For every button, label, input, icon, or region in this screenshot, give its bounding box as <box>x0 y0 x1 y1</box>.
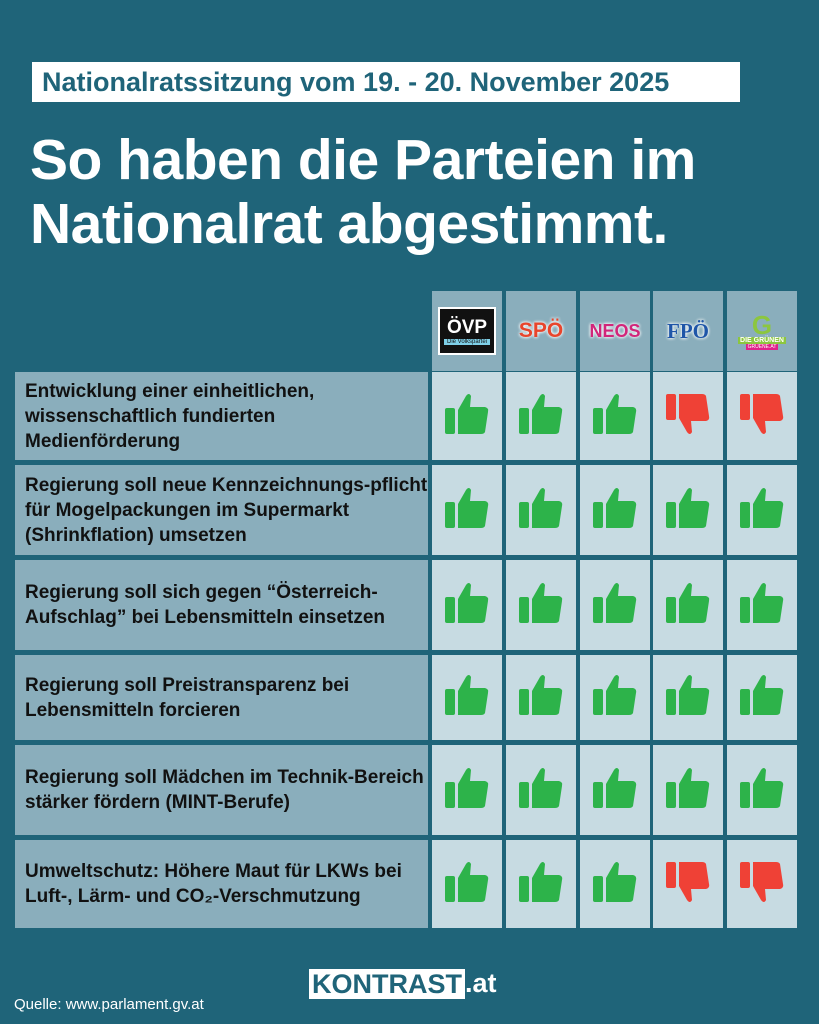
thumbs-up-icon <box>518 486 564 535</box>
page-title: So haben die Parteien im Nationalrat abg… <box>30 128 696 256</box>
vote-cell-neos <box>580 560 650 650</box>
party-logo-spoe: SPÖ <box>506 291 576 371</box>
vote-cell-fpoe <box>653 560 723 650</box>
thumbs-up-icon <box>665 766 711 815</box>
party-logo-fpoe: FPÖ <box>653 291 723 371</box>
vote-cell-neos <box>580 372 650 460</box>
party-logo-neos: NEOS <box>580 291 650 371</box>
motion-label: Regierung soll Mädchen im Technik-Bereic… <box>15 745 428 835</box>
vote-cell-oevp <box>432 465 502 555</box>
vote-cell-neos <box>580 840 650 928</box>
thumbs-up-icon <box>592 860 638 909</box>
thumbs-up-icon <box>518 581 564 630</box>
thumbs-up-icon <box>665 673 711 722</box>
thumbs-up-icon <box>739 486 785 535</box>
vote-cell-neos <box>580 655 650 740</box>
thumbs-up-icon <box>444 486 490 535</box>
vote-cell-oevp <box>432 560 502 650</box>
vote-cell-oevp <box>432 372 502 460</box>
thumbs-up-icon <box>592 392 638 441</box>
thumbs-up-icon <box>444 392 490 441</box>
vote-cell-spoe <box>506 655 576 740</box>
kontrast-logo: KONTRAST .at <box>309 968 497 999</box>
vote-row: Regierung soll Preistransparenz bei Lebe… <box>15 655 797 740</box>
vote-cell-spoe <box>506 745 576 835</box>
motion-label: Regierung soll Preistransparenz bei Lebe… <box>15 655 428 740</box>
thumbs-up-icon <box>739 673 785 722</box>
vote-cell-spoe <box>506 465 576 555</box>
vote-cell-gruene <box>727 655 797 740</box>
vote-row: Regierung soll neue Kennzeichnungs-pflic… <box>15 465 797 555</box>
motion-label: Umweltschutz: Höhere Maut für LKWs bei L… <box>15 840 428 928</box>
thumbs-down-icon <box>665 392 711 441</box>
vote-cell-fpoe <box>653 655 723 740</box>
vote-cell-gruene <box>727 745 797 835</box>
vote-cell-spoe <box>506 840 576 928</box>
vote-cell-gruene <box>727 840 797 928</box>
motion-label: Regierung soll sich gegen “Österreich-Au… <box>15 560 428 650</box>
motion-label: Entwicklung einer einheitlichen, wissens… <box>15 372 428 460</box>
vote-cell-fpoe <box>653 840 723 928</box>
thumbs-up-icon <box>518 860 564 909</box>
thumbs-up-icon <box>444 766 490 815</box>
thumbs-up-icon <box>518 673 564 722</box>
thumbs-down-icon <box>739 392 785 441</box>
thumbs-up-icon <box>739 581 785 630</box>
thumbs-up-icon <box>444 860 490 909</box>
party-logo-oevp: ÖVP Die Volkspartei <box>432 291 502 371</box>
vote-cell-neos <box>580 745 650 835</box>
vote-cell-fpoe <box>653 465 723 555</box>
thumbs-up-icon <box>665 486 711 535</box>
vote-cell-oevp <box>432 840 502 928</box>
thumbs-up-icon <box>444 673 490 722</box>
session-date-banner: Nationalratssitzung vom 19. - 20. Novemb… <box>32 62 740 102</box>
motion-label: Regierung soll neue Kennzeichnungs-pflic… <box>15 465 428 555</box>
thumbs-up-icon <box>518 766 564 815</box>
thumbs-down-icon <box>739 860 785 909</box>
thumbs-up-icon <box>665 581 711 630</box>
vote-cell-gruene <box>727 560 797 650</box>
thumbs-down-icon <box>665 860 711 909</box>
thumbs-up-icon <box>444 581 490 630</box>
thumbs-up-icon <box>592 581 638 630</box>
vote-cell-fpoe <box>653 372 723 460</box>
vote-row: Entwicklung einer einheitlichen, wissens… <box>15 372 797 460</box>
vote-cell-spoe <box>506 560 576 650</box>
vote-cell-gruene <box>727 465 797 555</box>
vote-cell-neos <box>580 465 650 555</box>
thumbs-up-icon <box>739 766 785 815</box>
thumbs-up-icon <box>518 392 564 441</box>
vote-cell-gruene <box>727 372 797 460</box>
vote-cell-oevp <box>432 745 502 835</box>
vote-row: Regierung soll Mädchen im Technik-Bereic… <box>15 745 797 835</box>
vote-cell-spoe <box>506 372 576 460</box>
source-note: Quelle: www.parlament.gv.at <box>14 996 204 1013</box>
vote-row: Umweltschutz: Höhere Maut für LKWs bei L… <box>15 840 797 928</box>
vote-row: Regierung soll sich gegen “Österreich-Au… <box>15 560 797 650</box>
thumbs-up-icon <box>592 766 638 815</box>
vote-cell-oevp <box>432 655 502 740</box>
thumbs-up-icon <box>592 486 638 535</box>
thumbs-up-icon <box>592 673 638 722</box>
party-logo-gruene: G DIE GRÜNEN GRUENE.AT <box>727 291 797 371</box>
vote-cell-fpoe <box>653 745 723 835</box>
